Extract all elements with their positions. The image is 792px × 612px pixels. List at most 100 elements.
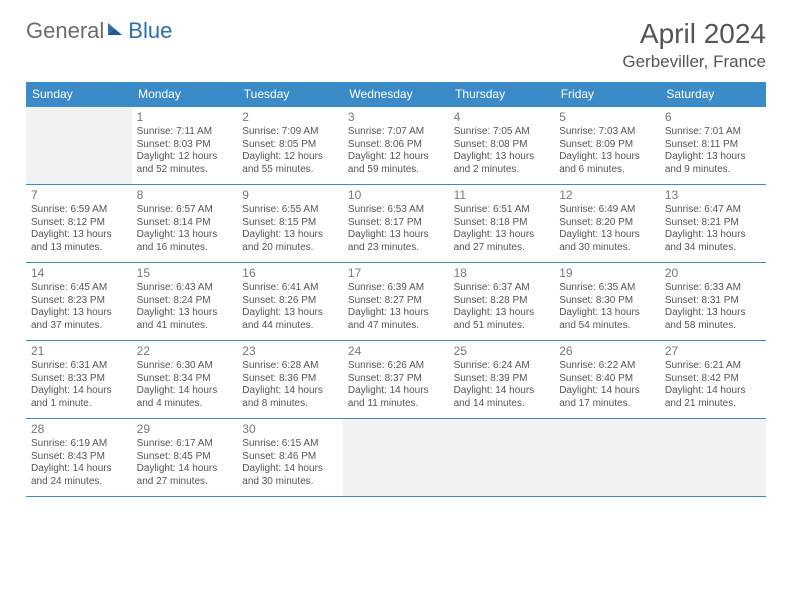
day-daylight2: and 2 minutes. [454, 164, 550, 177]
day-daylight1: Daylight: 12 hours [348, 151, 444, 164]
day-sunset: Sunset: 8:37 PM [348, 373, 444, 386]
day-number: 6 [665, 110, 761, 125]
day-daylight2: and 47 minutes. [348, 320, 444, 333]
day-sunrise: Sunrise: 6:24 AM [454, 360, 550, 373]
day-daylight2: and 41 minutes. [137, 320, 233, 333]
day-daylight2: and 27 minutes. [137, 476, 233, 489]
day-sunrise: Sunrise: 6:31 AM [31, 360, 127, 373]
calendar-day-cell: 9Sunrise: 6:55 AMSunset: 8:15 PMDaylight… [237, 185, 343, 263]
day-sunrise: Sunrise: 6:30 AM [137, 360, 233, 373]
day-sunset: Sunset: 8:45 PM [137, 451, 233, 464]
day-sunrise: Sunrise: 6:45 AM [31, 282, 127, 295]
weekday-header: Thursday [449, 82, 555, 107]
calendar-day-cell: 21Sunrise: 6:31 AMSunset: 8:33 PMDayligh… [26, 341, 132, 419]
day-daylight2: and 55 minutes. [242, 164, 338, 177]
weekday-header: Tuesday [237, 82, 343, 107]
calendar-day-cell: 26Sunrise: 6:22 AMSunset: 8:40 PMDayligh… [554, 341, 660, 419]
day-daylight2: and 8 minutes. [242, 398, 338, 411]
calendar-day-cell: 23Sunrise: 6:28 AMSunset: 8:36 PMDayligh… [237, 341, 343, 419]
day-sunrise: Sunrise: 6:28 AM [242, 360, 338, 373]
calendar-day-cell: 27Sunrise: 6:21 AMSunset: 8:42 PMDayligh… [660, 341, 766, 419]
day-daylight2: and 17 minutes. [559, 398, 655, 411]
location-text: Gerbeviller, France [622, 52, 766, 72]
calendar-day-cell: 17Sunrise: 6:39 AMSunset: 8:27 PMDayligh… [343, 263, 449, 341]
calendar-day-cell: 4Sunrise: 7:05 AMSunset: 8:08 PMDaylight… [449, 107, 555, 185]
day-daylight1: Daylight: 12 hours [137, 151, 233, 164]
day-daylight2: and 24 minutes. [31, 476, 127, 489]
day-sunset: Sunset: 8:34 PM [137, 373, 233, 386]
day-number: 2 [242, 110, 338, 125]
calendar-table: Sunday Monday Tuesday Wednesday Thursday… [26, 82, 766, 497]
calendar-day-cell: 13Sunrise: 6:47 AMSunset: 8:21 PMDayligh… [660, 185, 766, 263]
day-number: 10 [348, 188, 444, 203]
calendar-week-row: 21Sunrise: 6:31 AMSunset: 8:33 PMDayligh… [26, 341, 766, 419]
day-daylight2: and 9 minutes. [665, 164, 761, 177]
day-daylight1: Daylight: 13 hours [665, 151, 761, 164]
calendar-day-cell: 6Sunrise: 7:01 AMSunset: 8:11 PMDaylight… [660, 107, 766, 185]
day-daylight1: Daylight: 14 hours [665, 385, 761, 398]
day-number: 22 [137, 344, 233, 359]
day-daylight1: Daylight: 13 hours [31, 307, 127, 320]
calendar-day-cell: 24Sunrise: 6:26 AMSunset: 8:37 PMDayligh… [343, 341, 449, 419]
day-daylight2: and 34 minutes. [665, 242, 761, 255]
day-sunrise: Sunrise: 6:55 AM [242, 204, 338, 217]
day-number: 27 [665, 344, 761, 359]
day-sunrise: Sunrise: 6:17 AM [137, 438, 233, 451]
day-sunset: Sunset: 8:17 PM [348, 217, 444, 230]
calendar-day-cell: 5Sunrise: 7:03 AMSunset: 8:09 PMDaylight… [554, 107, 660, 185]
weekday-header-row: Sunday Monday Tuesday Wednesday Thursday… [26, 82, 766, 107]
day-sunset: Sunset: 8:30 PM [559, 295, 655, 308]
calendar-week-row: 14Sunrise: 6:45 AMSunset: 8:23 PMDayligh… [26, 263, 766, 341]
day-sunrise: Sunrise: 6:57 AM [137, 204, 233, 217]
day-daylight2: and 44 minutes. [242, 320, 338, 333]
calendar-day-cell: 25Sunrise: 6:24 AMSunset: 8:39 PMDayligh… [449, 341, 555, 419]
day-daylight2: and 23 minutes. [348, 242, 444, 255]
day-number: 19 [559, 266, 655, 281]
day-sunset: Sunset: 8:26 PM [242, 295, 338, 308]
day-sunset: Sunset: 8:08 PM [454, 139, 550, 152]
day-number: 15 [137, 266, 233, 281]
calendar-day-cell [449, 419, 555, 497]
day-daylight1: Daylight: 13 hours [665, 307, 761, 320]
day-sunrise: Sunrise: 6:22 AM [559, 360, 655, 373]
day-sunset: Sunset: 8:09 PM [559, 139, 655, 152]
day-daylight2: and 52 minutes. [137, 164, 233, 177]
calendar-day-cell: 15Sunrise: 6:43 AMSunset: 8:24 PMDayligh… [132, 263, 238, 341]
weekday-header: Saturday [660, 82, 766, 107]
calendar-day-cell: 12Sunrise: 6:49 AMSunset: 8:20 PMDayligh… [554, 185, 660, 263]
day-daylight1: Daylight: 13 hours [454, 229, 550, 242]
day-sunset: Sunset: 8:46 PM [242, 451, 338, 464]
calendar-week-row: 1Sunrise: 7:11 AMSunset: 8:03 PMDaylight… [26, 107, 766, 185]
day-number: 3 [348, 110, 444, 125]
calendar-day-cell: 29Sunrise: 6:17 AMSunset: 8:45 PMDayligh… [132, 419, 238, 497]
calendar-day-cell [26, 107, 132, 185]
day-number: 30 [242, 422, 338, 437]
day-daylight1: Daylight: 14 hours [559, 385, 655, 398]
day-number: 13 [665, 188, 761, 203]
day-daylight1: Daylight: 13 hours [454, 307, 550, 320]
logo-text-blue: Blue [128, 18, 172, 44]
day-daylight2: and 16 minutes. [137, 242, 233, 255]
day-daylight2: and 51 minutes. [454, 320, 550, 333]
day-number: 29 [137, 422, 233, 437]
day-daylight2: and 58 minutes. [665, 320, 761, 333]
day-number: 17 [348, 266, 444, 281]
day-sunset: Sunset: 8:21 PM [665, 217, 761, 230]
day-sunrise: Sunrise: 6:26 AM [348, 360, 444, 373]
page-header: General Blue April 2024 Gerbeviller, Fra… [0, 0, 792, 78]
calendar-day-cell: 3Sunrise: 7:07 AMSunset: 8:06 PMDaylight… [343, 107, 449, 185]
day-daylight2: and 30 minutes. [559, 242, 655, 255]
day-daylight2: and 30 minutes. [242, 476, 338, 489]
day-daylight1: Daylight: 14 hours [242, 463, 338, 476]
day-daylight1: Daylight: 13 hours [559, 229, 655, 242]
day-daylight1: Daylight: 14 hours [242, 385, 338, 398]
day-daylight1: Daylight: 14 hours [454, 385, 550, 398]
weekday-header: Monday [132, 82, 238, 107]
day-daylight1: Daylight: 13 hours [137, 307, 233, 320]
day-number: 14 [31, 266, 127, 281]
day-number: 18 [454, 266, 550, 281]
day-daylight2: and 1 minute. [31, 398, 127, 411]
logo: General Blue [26, 18, 172, 44]
month-title: April 2024 [622, 18, 766, 50]
day-sunrise: Sunrise: 7:01 AM [665, 126, 761, 139]
